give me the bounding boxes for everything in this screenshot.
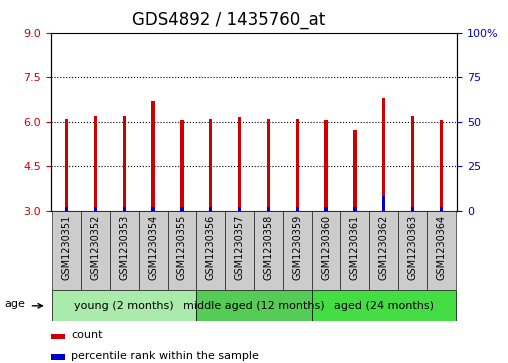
Text: GSM1230351: GSM1230351 (61, 215, 72, 280)
Bar (139, 211, 168, 290)
Bar (311, 211, 340, 290)
Bar (283, 211, 311, 290)
Text: GSM1230363: GSM1230363 (407, 215, 418, 280)
Bar (197, 211, 225, 290)
Text: age: age (4, 299, 25, 309)
Text: aged (24 months): aged (24 months) (334, 301, 434, 311)
Bar (267, 119, 270, 211)
Bar (180, 207, 184, 211)
Bar (411, 116, 414, 211)
Bar (324, 120, 328, 211)
Bar (51, 334, 65, 339)
Bar (267, 207, 270, 211)
Bar (439, 120, 443, 211)
Text: GSM1230358: GSM1230358 (264, 215, 273, 280)
Bar (340, 211, 369, 290)
Bar (94, 207, 97, 211)
Text: GSM1230359: GSM1230359 (292, 215, 302, 280)
Text: GSM1230352: GSM1230352 (90, 215, 101, 280)
Bar (168, 211, 197, 290)
Bar (238, 207, 241, 211)
Bar (238, 117, 241, 211)
Text: GSM1230354: GSM1230354 (148, 215, 158, 280)
Bar (122, 207, 126, 211)
Bar (52, 211, 81, 290)
Bar (65, 207, 69, 211)
Bar (94, 116, 97, 211)
Text: young (2 months): young (2 months) (75, 301, 174, 311)
Bar (254, 211, 283, 290)
Bar (311, 290, 456, 321)
Text: GSM1230355: GSM1230355 (177, 215, 187, 280)
Bar (65, 119, 69, 211)
Bar (411, 207, 414, 211)
Bar (51, 354, 65, 360)
Bar (197, 290, 311, 321)
Bar (382, 196, 386, 211)
Bar (427, 211, 456, 290)
Bar (353, 207, 357, 211)
Bar (439, 207, 443, 211)
Bar (382, 98, 386, 211)
Bar (110, 211, 139, 290)
Text: middle aged (12 months): middle aged (12 months) (183, 301, 325, 311)
Bar (225, 211, 254, 290)
Bar (209, 207, 212, 211)
Bar (398, 211, 427, 290)
Text: GSM1230364: GSM1230364 (436, 215, 447, 280)
Text: count: count (71, 330, 103, 340)
Bar (180, 120, 184, 211)
Bar (353, 130, 357, 211)
Bar (296, 207, 299, 211)
Bar (209, 119, 212, 211)
Bar (122, 116, 126, 211)
Text: GSM1230360: GSM1230360 (321, 215, 331, 280)
Bar (324, 207, 328, 211)
Bar (296, 119, 299, 211)
Text: GDS4892 / 1435760_at: GDS4892 / 1435760_at (132, 11, 325, 29)
Bar (151, 207, 155, 211)
Text: GSM1230361: GSM1230361 (350, 215, 360, 280)
Text: GSM1230353: GSM1230353 (119, 215, 130, 280)
Text: GSM1230356: GSM1230356 (206, 215, 216, 280)
Text: GSM1230362: GSM1230362 (378, 215, 389, 280)
Text: GSM1230357: GSM1230357 (235, 215, 244, 280)
Bar (52, 290, 197, 321)
Bar (81, 211, 110, 290)
Text: percentile rank within the sample: percentile rank within the sample (71, 351, 259, 361)
Bar (369, 211, 398, 290)
Bar (151, 101, 155, 211)
